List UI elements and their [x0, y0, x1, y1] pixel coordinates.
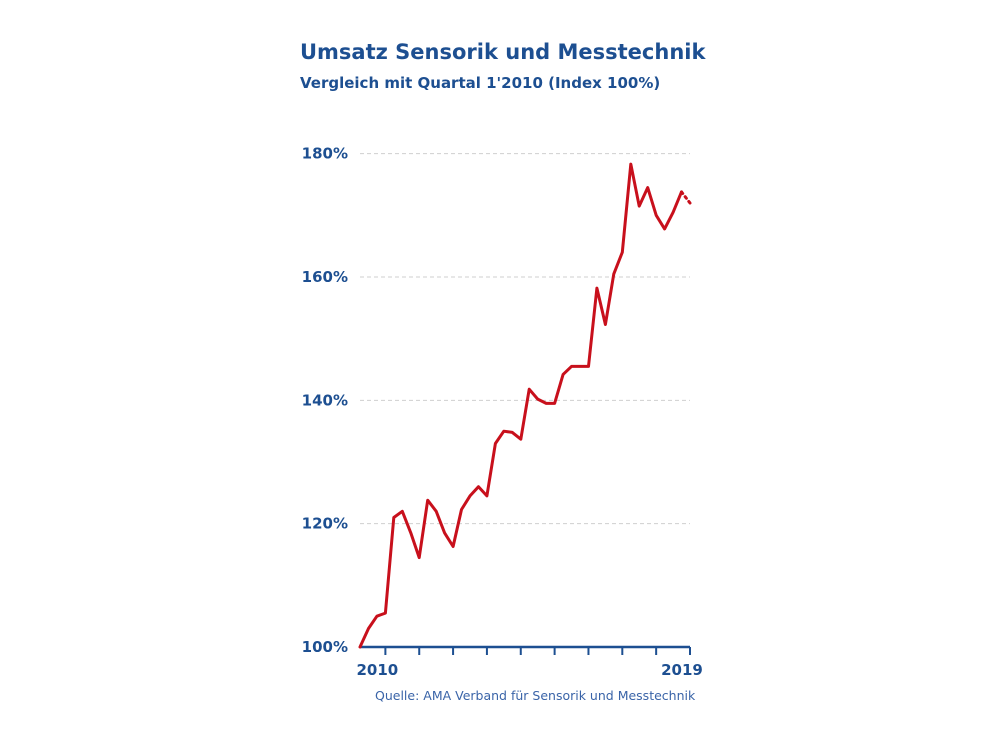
series-line-forecast [680, 190, 692, 205]
x-tick-label: 2019 [661, 661, 703, 679]
chart-subtitle: Vergleich mit Quartal 1'2010 (Index 100%… [300, 74, 661, 92]
y-tick-label: 180% [302, 145, 348, 163]
label-layer: 100% 120% 140% 160% 180% 2010 2019 [302, 145, 703, 679]
x-tick-label: 2010 [357, 661, 399, 679]
y-tick-label: 140% [302, 391, 348, 409]
series-layer [358, 162, 692, 649]
y-tick-label: 160% [302, 268, 348, 286]
y-tick-label: 120% [302, 515, 348, 533]
source-note: Quelle: AMA Verband für Sensorik und Mes… [375, 688, 696, 703]
chart-title: Umsatz Sensorik und Messtechnik [300, 40, 706, 64]
y-tick-label: 100% [302, 638, 348, 656]
axis-layer [360, 645, 691, 655]
series-line [358, 162, 683, 649]
grid-layer [360, 153, 690, 525]
